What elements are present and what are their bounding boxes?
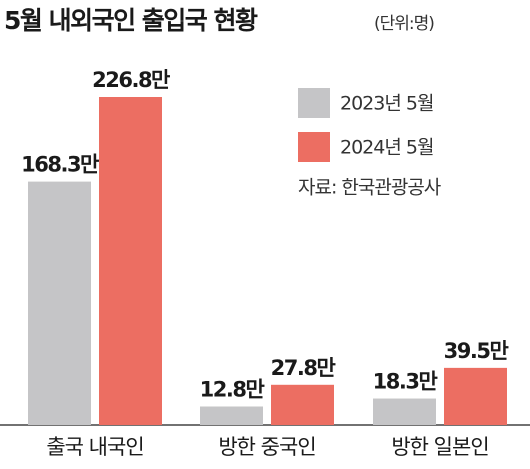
x-tick-label: 방한 일본인 <box>391 435 488 459</box>
legend-swatch <box>298 132 330 162</box>
value-label: 226.8만 <box>92 68 170 92</box>
value-label: 12.8만 <box>200 377 265 401</box>
legend-swatch <box>298 88 330 118</box>
legend-label: 2024년 5월 <box>340 137 433 159</box>
x-tick-label: 방한 중국인 <box>218 435 315 459</box>
value-label: 168.3만 <box>21 153 99 177</box>
source-note: 자료: 한국관광공사 <box>298 177 441 199</box>
x-tick-label: 출국 내국인 <box>46 435 143 459</box>
bar <box>99 97 162 425</box>
value-label: 27.8만 <box>271 356 336 380</box>
bar <box>200 406 263 425</box>
bar <box>28 181 91 425</box>
value-label: 39.5만 <box>444 339 509 363</box>
bar <box>373 398 436 425</box>
bar <box>444 367 507 425</box>
chart-title: 5월 내외국인 출입국 현황 <box>4 6 258 35</box>
legend-label: 2023년 5월 <box>340 93 433 115</box>
chart-subtitle: (단위:명) <box>374 14 434 34</box>
bar <box>271 384 334 425</box>
value-label: 18.3만 <box>373 370 438 394</box>
